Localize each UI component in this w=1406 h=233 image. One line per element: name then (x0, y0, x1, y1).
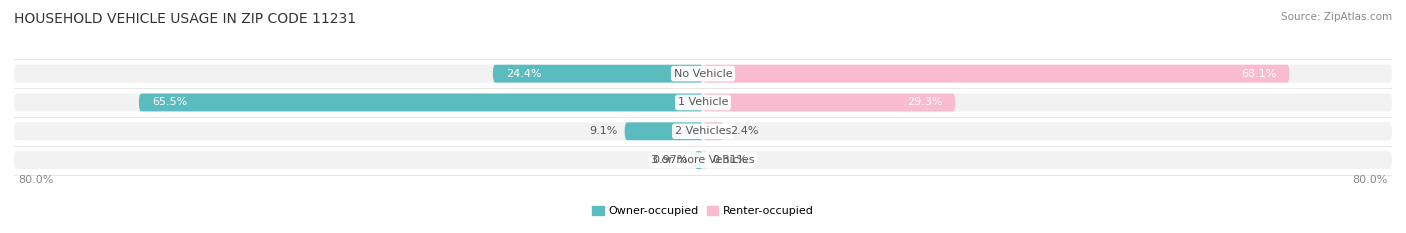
FancyBboxPatch shape (703, 151, 706, 169)
FancyBboxPatch shape (14, 122, 1392, 140)
Text: 0.31%: 0.31% (713, 155, 748, 165)
FancyBboxPatch shape (14, 151, 1392, 169)
Text: 0.97%: 0.97% (652, 155, 688, 165)
Text: 3 or more Vehicles: 3 or more Vehicles (651, 155, 755, 165)
FancyBboxPatch shape (703, 122, 724, 140)
Text: Source: ZipAtlas.com: Source: ZipAtlas.com (1281, 12, 1392, 22)
Text: 1 Vehicle: 1 Vehicle (678, 97, 728, 107)
FancyBboxPatch shape (494, 65, 703, 82)
Legend: Owner-occupied, Renter-occupied: Owner-occupied, Renter-occupied (588, 202, 818, 221)
Text: 9.1%: 9.1% (589, 126, 617, 136)
FancyBboxPatch shape (703, 65, 1289, 82)
Text: 2.4%: 2.4% (731, 126, 759, 136)
Text: 68.1%: 68.1% (1241, 69, 1277, 79)
Text: 29.3%: 29.3% (907, 97, 942, 107)
FancyBboxPatch shape (703, 93, 955, 111)
FancyBboxPatch shape (695, 151, 703, 169)
Text: No Vehicle: No Vehicle (673, 69, 733, 79)
FancyBboxPatch shape (14, 93, 1392, 111)
Text: 24.4%: 24.4% (506, 69, 541, 79)
Text: 80.0%: 80.0% (1353, 175, 1388, 185)
FancyBboxPatch shape (14, 65, 1392, 82)
FancyBboxPatch shape (624, 122, 703, 140)
Text: 65.5%: 65.5% (152, 97, 187, 107)
Text: 2 Vehicles: 2 Vehicles (675, 126, 731, 136)
FancyBboxPatch shape (139, 93, 703, 111)
Text: 80.0%: 80.0% (18, 175, 53, 185)
Text: HOUSEHOLD VEHICLE USAGE IN ZIP CODE 11231: HOUSEHOLD VEHICLE USAGE IN ZIP CODE 1123… (14, 12, 356, 26)
